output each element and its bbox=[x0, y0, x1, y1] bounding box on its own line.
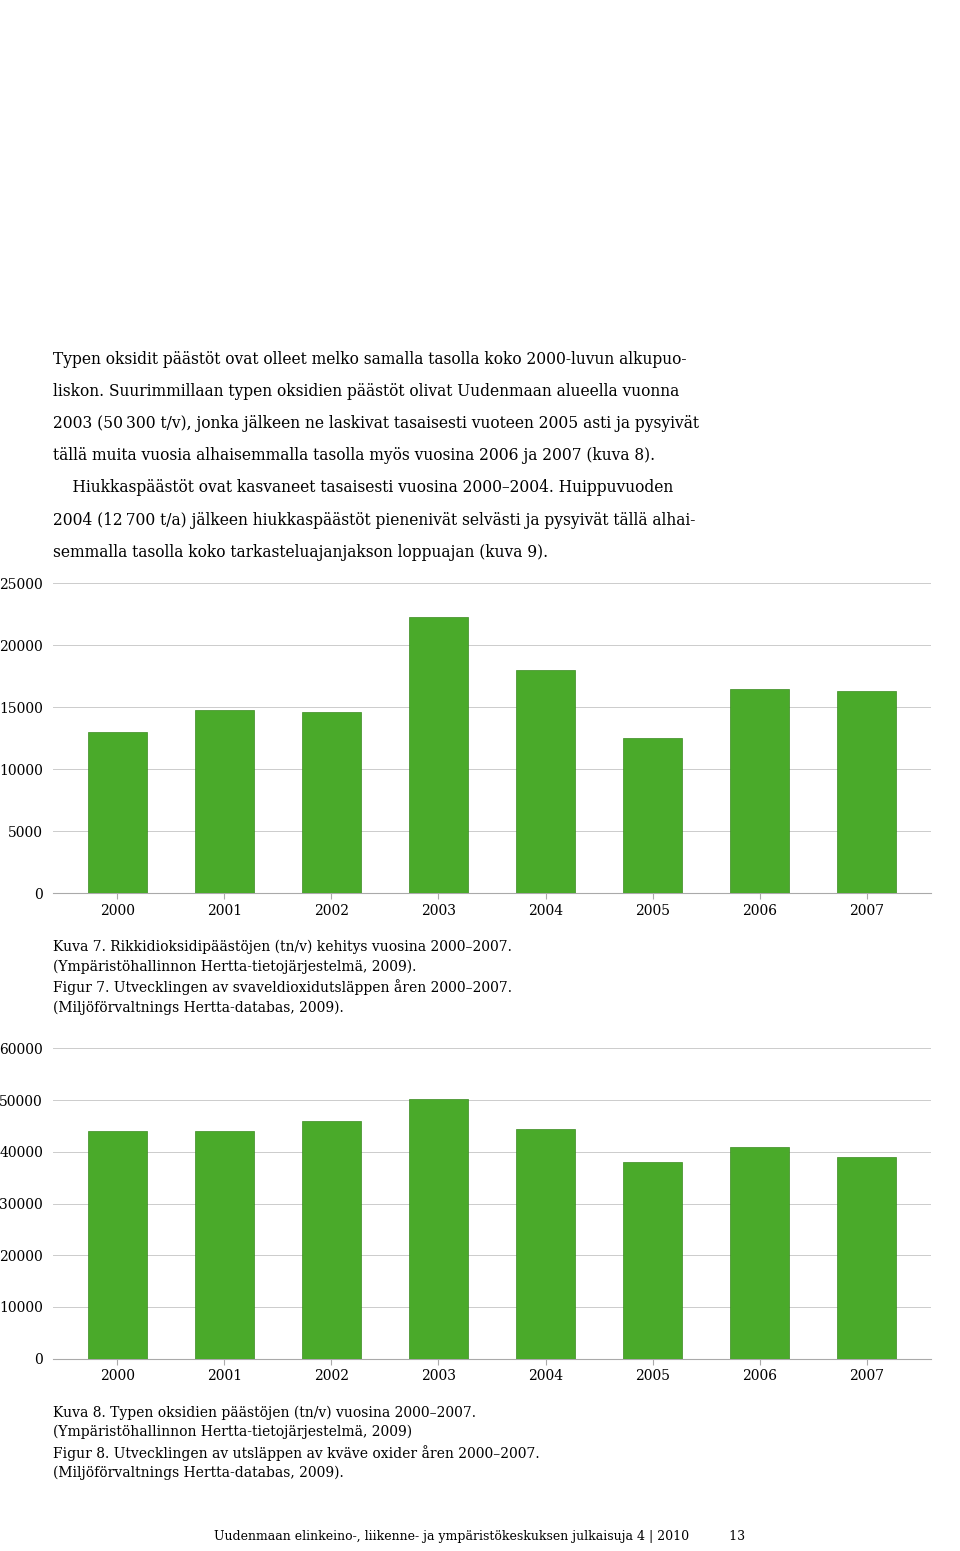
Text: Typen oksidit päästöt ovat olleet melko samalla tasolla koko 2000-luvun alkupuo-: Typen oksidit päästöt ovat olleet melko … bbox=[53, 351, 686, 368]
Text: Kuva 7. Rikkidioksidipäästöjen (tn/v) kehitys vuosina 2000–2007.
(Ympäristöhalli: Kuva 7. Rikkidioksidipäästöjen (tn/v) ke… bbox=[53, 940, 512, 1014]
Bar bbox=[87, 1131, 147, 1359]
Bar bbox=[623, 738, 683, 893]
Text: semmalla tasolla koko tarkasteluajanjakson loppuajan (kuva 9).: semmalla tasolla koko tarkasteluajanjaks… bbox=[53, 544, 548, 561]
Text: tällä muita vuosia alhaisemmalla tasolla myös vuosina 2006 ja 2007 (kuva 8).: tällä muita vuosia alhaisemmalla tasolla… bbox=[53, 447, 655, 464]
Bar bbox=[516, 1129, 575, 1359]
Bar bbox=[195, 1131, 253, 1359]
Bar bbox=[837, 1157, 897, 1359]
Bar bbox=[623, 1162, 683, 1359]
Bar bbox=[301, 712, 361, 893]
Bar bbox=[731, 1146, 789, 1359]
Bar bbox=[409, 1098, 468, 1359]
Bar bbox=[409, 617, 468, 893]
Bar bbox=[516, 670, 575, 893]
Text: 2003 (50 300 t/v), jonka jälkeen ne laskivat tasaisesti vuoteen 2005 asti ja pys: 2003 (50 300 t/v), jonka jälkeen ne lask… bbox=[53, 416, 699, 431]
Bar bbox=[301, 1121, 361, 1359]
Bar bbox=[87, 732, 147, 893]
Text: liskon. Suurimmillaan typen oksidien päästöt olivat Uudenmaan alueella vuonna: liskon. Suurimmillaan typen oksidien pää… bbox=[53, 383, 679, 400]
Text: 2004 (12 700 t/a) jälkeen hiukkaspäästöt pienenivät selvästi ja pysyivät tällä a: 2004 (12 700 t/a) jälkeen hiukkaspäästöt… bbox=[53, 512, 695, 529]
Text: Kuva 8. Typen oksidien päästöjen (tn/v) vuosina 2000–2007.
(Ympäristöhallinnon H: Kuva 8. Typen oksidien päästöjen (tn/v) … bbox=[53, 1405, 540, 1480]
Bar bbox=[195, 710, 253, 893]
Bar bbox=[731, 689, 789, 893]
Text: Hiukkaspäästöt ovat kasvaneet tasaisesti vuosina 2000–2004. Huippuvuoden: Hiukkaspäästöt ovat kasvaneet tasaisesti… bbox=[53, 479, 673, 496]
Text: Uudenmaan elinkeino-, liikenne- ja ympäristökeskuksen julkaisuja 4 | 2010       : Uudenmaan elinkeino-, liikenne- ja ympär… bbox=[214, 1531, 746, 1543]
Bar bbox=[837, 692, 897, 893]
